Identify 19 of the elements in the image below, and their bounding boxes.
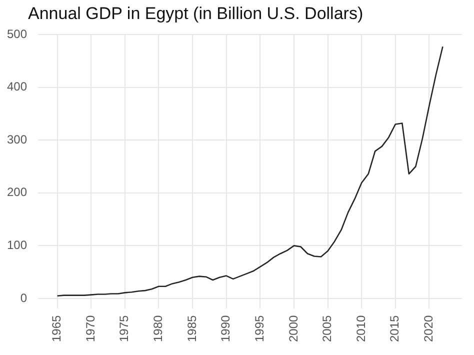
y-tick-label: 300	[6, 132, 28, 146]
y-tick-label: 500	[6, 26, 28, 41]
y-tick-label: 100	[6, 238, 28, 252]
x-tick-label: 2005	[320, 314, 334, 342]
x-tick-label: 1980	[151, 314, 166, 342]
x-tick-label: 1995	[252, 314, 266, 342]
y-tick-label: 200	[6, 185, 28, 200]
x-tick-label: 2020	[422, 314, 436, 342]
x-tick-label: 1990	[218, 314, 233, 342]
x-tick-label: 2010	[354, 314, 368, 342]
x-tick-label: 1975	[117, 314, 132, 342]
chart-title: Annual GDP in Egypt (in Billion U.S. Dollars)	[28, 4, 364, 24]
x-tick-label: 1970	[83, 314, 98, 342]
y-tick-label: 0	[20, 290, 28, 305]
x-tick-label: 2000	[286, 314, 300, 342]
x-tick-label: 1985	[184, 314, 199, 342]
x-tick-label: 1965	[50, 314, 64, 342]
x-tick-label: 2015	[388, 314, 402, 342]
y-tick-label: 400	[6, 80, 28, 94]
